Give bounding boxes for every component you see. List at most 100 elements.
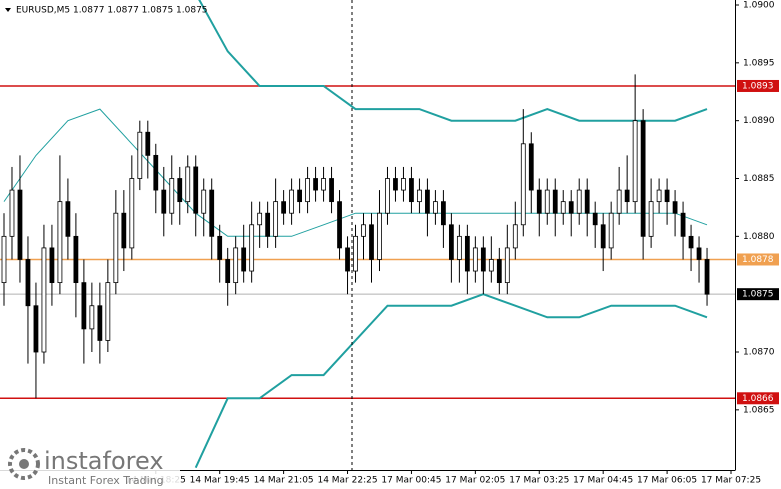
candle-body: [433, 201, 438, 214]
logo-icon: [8, 448, 40, 480]
candle-body: [41, 247, 47, 353]
price-label: 1.0878: [742, 255, 774, 265]
candle-body: [640, 120, 646, 237]
candle-body: [321, 178, 326, 191]
candle-body: [193, 166, 199, 214]
candle-body: [608, 212, 614, 249]
candle-body: [377, 212, 382, 260]
candle-body: [161, 189, 167, 214]
candle-body: [105, 282, 111, 341]
y-tick-label: 1.0895: [743, 58, 775, 68]
candle-body: [145, 131, 151, 156]
band-middle: [3, 108, 708, 237]
candle-body: [65, 201, 71, 237]
x-tick-label: 17 Mar 00:45: [381, 476, 441, 486]
y-tick-label: 1.0865: [743, 405, 775, 415]
candle-body: [496, 259, 502, 284]
candle-body: [281, 201, 287, 214]
candle-body: [121, 212, 127, 249]
price-label: 1.0875: [742, 290, 774, 300]
candle-body: [177, 178, 183, 203]
candle-body: [584, 189, 590, 214]
price-label: 1.0866: [742, 394, 774, 404]
y-tick-label: 1.0900: [743, 1, 775, 11]
candle-body: [353, 235, 358, 272]
candle-body: [417, 189, 422, 203]
candle-body: [440, 201, 446, 226]
x-tick-label: 14 Mar 19:45: [190, 476, 250, 486]
candle-body: [185, 166, 191, 203]
candle-body: [289, 189, 295, 214]
candle-body: [137, 131, 143, 179]
candle-body: [217, 235, 223, 260]
candle-body: [409, 178, 414, 203]
candle-body: [361, 224, 366, 237]
band-lower: [194, 293, 708, 469]
candle-body: [233, 247, 239, 284]
candle-body: [1, 235, 7, 284]
candle-body: [592, 212, 598, 226]
candle-body: [169, 178, 175, 214]
logo-text: instaforex: [44, 447, 164, 475]
candle-body: [656, 189, 662, 203]
candle-body: [313, 178, 318, 191]
candle-body: [113, 212, 119, 284]
candle-body: [297, 189, 302, 203]
price-label: 1.0893: [742, 81, 774, 91]
y-tick-label: 1.0880: [743, 232, 775, 242]
candle-body: [209, 189, 215, 237]
candle-body: [89, 305, 95, 330]
candle-body: [49, 247, 55, 284]
candle-body: [25, 259, 31, 307]
candle-body: [536, 189, 542, 214]
candle-body: [704, 259, 710, 295]
candle-body: [624, 189, 630, 203]
candle-body: [345, 247, 350, 272]
x-tick-label: 17 Mar 03:25: [509, 476, 569, 486]
candle-body: [504, 247, 510, 284]
candle-body: [273, 201, 279, 237]
candle-body: [425, 189, 430, 214]
candle-body: [369, 224, 374, 260]
x-tick-label: 17 Mar 06:05: [637, 476, 697, 486]
logo: instaforex Instant Forex Trading: [0, 444, 180, 489]
candle-body: [257, 212, 263, 226]
candle-body: [9, 189, 15, 237]
candle-body: [672, 201, 678, 214]
candle-body: [488, 259, 494, 272]
candle-body: [696, 247, 702, 260]
candle-body: [201, 189, 207, 214]
x-tick-label: 17 Mar 02:05: [445, 476, 505, 486]
candle-body: [552, 189, 558, 214]
candle-body: [680, 212, 686, 237]
candle-body: [129, 178, 135, 249]
logo-tagline: Instant Forex Trading: [48, 474, 164, 487]
candle-body: [305, 178, 310, 203]
candle-body: [329, 178, 334, 203]
candle-body: [600, 224, 606, 249]
candle-body: [632, 120, 638, 203]
candle-body: [464, 235, 470, 272]
price-label-box: [737, 392, 779, 405]
candle-body: [568, 201, 574, 214]
x-tick-label: 17 Mar 07:25: [701, 476, 761, 486]
price-label-box: [737, 79, 779, 92]
candle-body: [401, 178, 406, 191]
candle-body: [648, 201, 654, 237]
y-tick-label: 1.0870: [743, 348, 775, 358]
candle-body: [249, 224, 255, 272]
band-upper: [198, 0, 708, 122]
candle-body: [97, 305, 103, 341]
x-tick-label: 14 Mar 22:25: [317, 476, 377, 486]
candle-body: [472, 247, 478, 272]
y-tick-label: 1.0890: [743, 116, 775, 126]
candle-body: [448, 224, 454, 260]
candle-body: [544, 189, 550, 214]
candle-body: [337, 201, 342, 249]
candle-body: [520, 143, 526, 226]
candle-body: [225, 259, 231, 284]
candle-body: [480, 247, 486, 272]
candle-body: [81, 282, 87, 330]
candle-body: [153, 154, 159, 191]
